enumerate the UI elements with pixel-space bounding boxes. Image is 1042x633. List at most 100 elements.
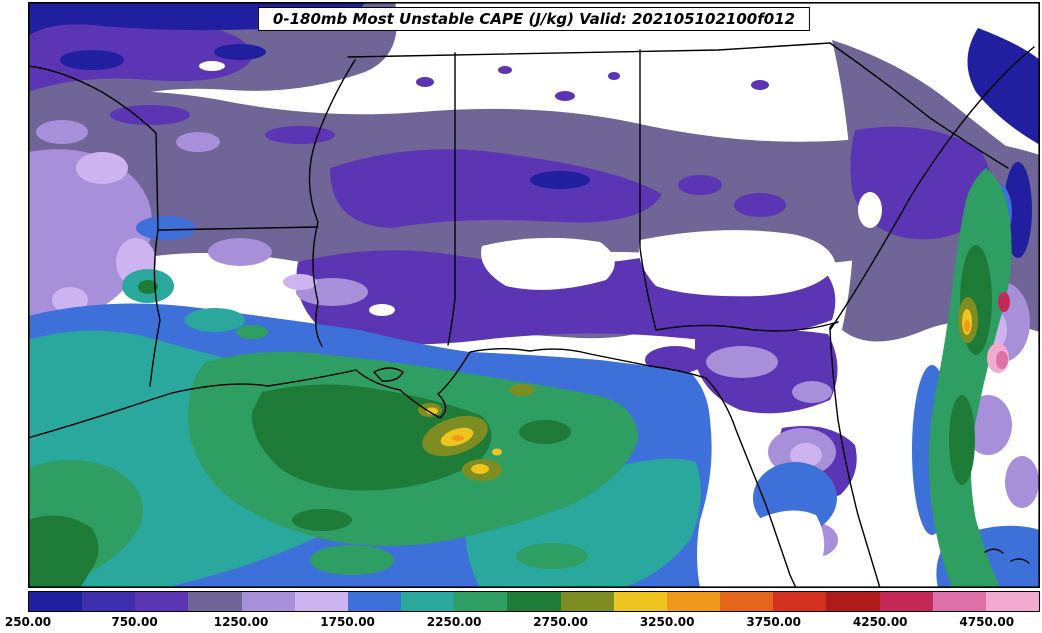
colorbar-tick-label: 4250.00	[852, 615, 908, 629]
tx-red-river-line	[28, 65, 159, 231]
colorbar-segment	[188, 592, 242, 611]
fill-purple-750-1000-shape	[416, 77, 434, 87]
map-title: 0-180mb Most Unstable CAPE (J/kg) Valid:…	[257, 7, 811, 31]
colorbar-tick-label: 1750.00	[320, 615, 375, 629]
fill-purple-750-1000-shape	[751, 80, 769, 90]
atlantic-coastline	[829, 46, 1035, 331]
fill-dark-green-2500-2750-shape	[138, 280, 158, 294]
colorbar-segment	[401, 592, 455, 611]
fill-magenta-4500	[996, 351, 1008, 369]
fill-white-under-250	[199, 61, 882, 588]
colorbar-segment	[613, 592, 667, 611]
fill-purple-750-1000-shape	[110, 105, 190, 125]
fill-lavender-1250-1500-shape	[1005, 456, 1039, 508]
islands-outline	[984, 548, 1030, 564]
florida-east-coastline	[829, 321, 881, 588]
fill-navy-250-500-shape	[530, 171, 590, 189]
colorbar-tick-label: 4750.00	[959, 615, 1015, 629]
cape-map	[28, 2, 1040, 588]
fill-olive-2750-3000-shape	[509, 384, 535, 396]
fill-orange-3250-3500-shape	[964, 320, 970, 332]
fill-purple-750-1000-shape	[678, 175, 722, 195]
fill-green-2250-2500-shape	[310, 545, 394, 575]
fill-purple-750-1000-shape	[608, 72, 620, 80]
colorbar	[28, 591, 1040, 612]
colorbar-segment	[29, 592, 83, 611]
fill-purple-750-1000-shape	[850, 126, 992, 240]
colorbar-segment	[932, 592, 986, 611]
florida-west-coastline	[705, 377, 797, 588]
colorbar-segment	[241, 592, 295, 611]
fill-magenta-4500-shape	[996, 351, 1008, 369]
fill-green-2250-2500-shape	[516, 543, 588, 569]
colorbar-segment	[560, 592, 614, 611]
tennessee-border-line	[347, 42, 831, 58]
colorbar-tick-label: 1250.00	[213, 615, 269, 629]
colorbar-tick-label: 250.00	[4, 615, 52, 629]
ms-al-border-line	[447, 52, 456, 346]
ar-la-border-line	[157, 226, 319, 231]
fill-dark-green-2500-2750-shape	[949, 395, 975, 485]
lake-pontchartrain-outline	[373, 367, 404, 382]
fill-dark-green-2500-2750-shape	[292, 509, 352, 531]
colorbar-segment	[294, 592, 348, 611]
fill-purple-750-1000-shape	[555, 91, 575, 101]
fill-green-2250-2500-shape	[928, 168, 1012, 588]
fill-white-under-250-shape	[481, 237, 615, 290]
fill-blue-1750-2000-shape	[136, 216, 196, 240]
fill-light-lavender-1500-1750-shape	[790, 443, 822, 467]
map-area: 0-180mb Most Unstable CAPE (J/kg) Valid:…	[28, 2, 1040, 588]
colorbar-segment	[826, 592, 880, 611]
tx-la-border-line	[149, 229, 161, 387]
colorbar-segment	[879, 592, 933, 611]
al-ga-border-line	[639, 49, 657, 331]
carolina-border-line	[829, 42, 1009, 169]
state-borders	[28, 42, 1035, 588]
colorbar-segment	[720, 592, 774, 611]
fill-teal-2000-2250-shape	[185, 308, 245, 332]
colorbar-segment	[135, 592, 189, 611]
fill-white-under-250-shape	[199, 61, 225, 71]
mississippi-river-line	[308, 59, 356, 347]
fill-dark-green-2500-2750-shape	[28, 515, 99, 588]
fill-white-under-250-shape	[682, 112, 718, 128]
colorbar-ticks: 250.00 750.00 1250.00 1750.00 2250.00 2750.00…	[0, 615, 1042, 633]
fill-navy-250-500-shape	[60, 50, 124, 70]
fill-navy-250-500-shape	[214, 44, 266, 60]
colorbar-segment	[454, 592, 508, 611]
fill-white-under-250-shape	[638, 230, 836, 297]
fill-gold-3000-3250-shape	[471, 464, 489, 474]
fill-gold-3000-3250-shape	[492, 448, 502, 456]
fill-purple-750-1000-shape	[265, 126, 335, 144]
fill-light-lavender-1500-1750-shape	[76, 152, 128, 184]
colorbar-segment	[985, 592, 1039, 611]
fill-lavender-1250-1500-shape	[176, 132, 220, 152]
fill-light-lavender-1500-1750-shape	[52, 287, 88, 313]
fill-lavender-1250-1500-shape	[36, 120, 88, 144]
fill-lavender-1250-1500-shape	[792, 381, 832, 403]
colorbar-segment	[507, 592, 561, 611]
ga-fl-border-line	[655, 321, 839, 332]
fill-purple-750-1000-shape	[28, 10, 252, 93]
fill-green-2250-2500-shape	[236, 325, 268, 339]
fill-crimson-4250	[998, 292, 1010, 312]
colorbar-segment	[82, 592, 136, 611]
fill-lavender-1250-1500-shape	[208, 238, 272, 266]
fill-gold-3000-3250-shape	[426, 407, 438, 415]
fill-white-under-250-shape	[752, 510, 825, 588]
fill-crimson-4250-shape	[998, 292, 1010, 312]
fill-purple-750-1000-shape	[330, 149, 662, 228]
colorbar-segment	[773, 592, 827, 611]
colorbar-tick-label: 3250.00	[639, 615, 695, 629]
colorbar-segment	[666, 592, 721, 611]
fill-orange-3250-3500-shape	[452, 435, 464, 441]
colorbar-tick-label: 2750.00	[533, 615, 588, 629]
map-frame	[28, 2, 1040, 588]
colorbar-tick-label: 750.00	[111, 615, 158, 629]
fill-orange-3250-3500	[452, 320, 970, 441]
colorbar-tick-label: 2250.00	[426, 615, 482, 629]
colorbar-segment	[347, 592, 402, 611]
fill-dark-green-2500-2750-shape	[519, 420, 571, 444]
fill-white-under-250-shape	[858, 192, 882, 228]
